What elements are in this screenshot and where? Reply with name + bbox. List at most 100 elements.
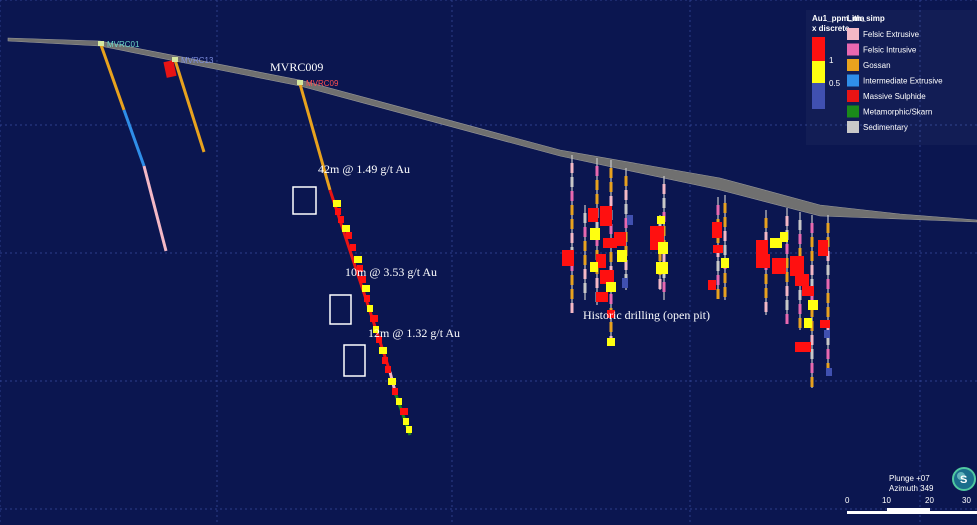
historic-assay-block bbox=[808, 300, 818, 310]
assay-block bbox=[364, 295, 370, 302]
mvrc01-gossan bbox=[99, 44, 126, 111]
scale-tick-0: 0 bbox=[845, 496, 850, 505]
historic-lith-segment bbox=[723, 245, 727, 255]
assay-block bbox=[360, 276, 366, 283]
historic-lith-segment bbox=[785, 272, 789, 282]
historic-lith-segment bbox=[810, 223, 814, 233]
historic-assay-block bbox=[603, 238, 617, 248]
historic-lith-segment bbox=[810, 265, 814, 275]
historic-lith-segment bbox=[609, 196, 613, 206]
historic-assay-block bbox=[596, 292, 608, 302]
historic-lith-segment bbox=[810, 251, 814, 261]
historic-lith-segment bbox=[810, 279, 814, 289]
historic-lith-segment bbox=[570, 177, 574, 187]
historic-lith-segment bbox=[595, 222, 599, 232]
felsic-extrusive-swatch bbox=[847, 28, 859, 40]
historic-lith-segment bbox=[570, 233, 574, 243]
historic-lith-segment bbox=[595, 166, 599, 176]
au-tick-1: 1 bbox=[829, 56, 834, 65]
historic-lith-segment bbox=[798, 318, 802, 328]
au-legend-header-2: x discrete bbox=[812, 24, 850, 33]
lith-legend-label: Metamorphic/Skarn bbox=[863, 108, 932, 117]
historic-lith-segment bbox=[826, 293, 830, 303]
historic-lith-segment bbox=[810, 377, 814, 387]
assay-block bbox=[376, 336, 382, 343]
assay-block bbox=[342, 225, 350, 232]
historic-assay-block bbox=[658, 242, 668, 254]
historic-lith-segment bbox=[723, 273, 727, 283]
historic-lith-segment bbox=[723, 203, 727, 213]
collar-marker bbox=[98, 41, 104, 46]
historic-assay-block bbox=[780, 232, 788, 242]
historic-lith-segment bbox=[785, 258, 789, 268]
historic-lith-segment bbox=[810, 363, 814, 373]
collars: MVRC01 MVRC13 MVRC09 bbox=[98, 40, 339, 88]
historic-assay-block bbox=[617, 250, 627, 262]
historic-lith-segment bbox=[798, 290, 802, 300]
historic-assay-block bbox=[772, 258, 786, 274]
mvrc13-sulphide bbox=[163, 60, 177, 78]
historic-assay-block bbox=[606, 282, 616, 292]
drill-holes bbox=[99, 44, 412, 436]
mvrc09-gossan bbox=[298, 83, 332, 191]
assay-block bbox=[354, 256, 362, 263]
historic-lith-segment bbox=[624, 218, 628, 228]
intercept-label-1: 42m @ 1.49 g/t Au bbox=[318, 162, 410, 176]
hole-label: MVRC01 bbox=[107, 40, 140, 49]
historic-assay-block bbox=[795, 274, 809, 286]
historic-assay-block bbox=[721, 258, 729, 268]
lith-legend-label: Sedimentary bbox=[863, 123, 908, 132]
historic-assay-block bbox=[562, 250, 574, 266]
historic-assay-block bbox=[607, 338, 615, 346]
mvrc01-felsic bbox=[142, 165, 168, 252]
historic-lith-segment bbox=[570, 275, 574, 285]
historic-lith-segment bbox=[764, 274, 768, 284]
compass-icon: S bbox=[952, 467, 976, 491]
assay-block bbox=[350, 244, 356, 251]
au-mid-swatch bbox=[812, 61, 825, 83]
historic-lith-segment bbox=[716, 261, 720, 271]
intercept-label-3: 12m @ 1.32 g/t Au bbox=[368, 326, 460, 340]
historic-lith-segment bbox=[658, 279, 662, 289]
historic-lith-segment bbox=[570, 219, 574, 229]
historic-lith-segment bbox=[570, 289, 574, 299]
historic-lith-segment bbox=[609, 224, 613, 234]
intercept-box-1 bbox=[292, 186, 317, 215]
historic-lith-segment bbox=[595, 278, 599, 288]
historic-lith-segment bbox=[798, 248, 802, 258]
lith-legend-label: Felsic Extrusive bbox=[863, 30, 920, 39]
metamorphic-skarn-swatch bbox=[847, 105, 859, 118]
historic-lith-segment bbox=[583, 283, 587, 293]
historic-assay-block bbox=[756, 240, 768, 254]
scale-bar: 0 10 20 30 bbox=[845, 496, 977, 514]
lith-legend-label: Felsic Intrusive bbox=[863, 46, 917, 55]
au-legend-header: Au1_ppm_ma bbox=[812, 14, 865, 23]
au-low-swatch bbox=[812, 83, 825, 109]
historic-assay-block bbox=[790, 256, 804, 276]
historic-assay-block bbox=[826, 368, 832, 376]
historic-lith-segment bbox=[662, 254, 666, 264]
historic-lith-segment bbox=[583, 269, 587, 279]
historic-assay-block bbox=[600, 270, 614, 284]
historic-assay-block bbox=[770, 238, 782, 248]
historic-lith-segment bbox=[785, 314, 789, 324]
historic-assay-block bbox=[622, 278, 628, 288]
gossan-swatch bbox=[847, 59, 859, 71]
historic-lith-segment bbox=[624, 176, 628, 186]
historic-lith-segment bbox=[662, 282, 666, 292]
historic-assay-block bbox=[588, 208, 598, 222]
intermediate-extrusive-swatch bbox=[847, 74, 859, 87]
historic-lith-segment bbox=[798, 234, 802, 244]
assay-block bbox=[382, 357, 388, 364]
historic-lith-segment bbox=[570, 303, 574, 313]
historic-lith-segment bbox=[595, 236, 599, 246]
historic-assay-block bbox=[804, 318, 812, 328]
historic-lith-segment bbox=[570, 191, 574, 201]
section-title: MVRC009 bbox=[270, 60, 323, 74]
historic-assay-block bbox=[600, 206, 612, 226]
assay-block bbox=[392, 388, 398, 395]
intercept-box-2 bbox=[329, 294, 352, 325]
au-high-swatch bbox=[812, 37, 825, 61]
